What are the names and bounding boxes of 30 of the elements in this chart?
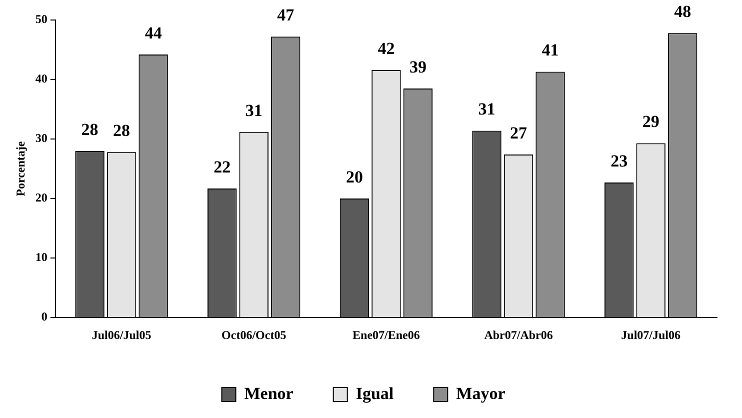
data-label: 47 bbox=[277, 6, 295, 25]
data-label: 20 bbox=[346, 167, 363, 186]
y-tick-label: 10 bbox=[35, 250, 48, 264]
data-label: 48 bbox=[674, 2, 692, 21]
data-label: 39 bbox=[409, 57, 426, 76]
legend-label: Mayor bbox=[456, 384, 506, 403]
legend-label: Igual bbox=[356, 384, 394, 403]
x-tick-label: Oct06/Oct05 bbox=[222, 328, 286, 342]
legend-label: Menor bbox=[244, 384, 294, 403]
data-label: 28 bbox=[113, 121, 130, 140]
data-label: 31 bbox=[245, 100, 262, 120]
y-axis-title: Porcentaje bbox=[13, 140, 28, 196]
data-label: 41 bbox=[542, 40, 559, 60]
x-tick-label: Jul06/Jul05 bbox=[92, 328, 152, 342]
y-tick-label: 40 bbox=[35, 72, 48, 86]
data-label: 44 bbox=[144, 23, 162, 42]
y-tick-label: 30 bbox=[35, 131, 48, 146]
data-label: 22 bbox=[214, 157, 231, 176]
data-label: 28 bbox=[81, 120, 98, 139]
x-tick-label: Jul07/Jul06 bbox=[621, 328, 681, 342]
y-tick-label: 50 bbox=[35, 12, 48, 26]
y-tick-label: 0 bbox=[41, 310, 48, 324]
data-label: 23 bbox=[610, 151, 628, 170]
data-label: 42 bbox=[378, 38, 395, 58]
data-label: 29 bbox=[642, 112, 660, 132]
data-label: 31 bbox=[478, 100, 496, 119]
data-label: 27 bbox=[510, 123, 528, 142]
y-tick-label: 20 bbox=[35, 190, 48, 205]
x-tick-label: Ene07/Ene06 bbox=[352, 328, 420, 342]
x-tick-label: Abr07/Abr06 bbox=[484, 328, 553, 342]
